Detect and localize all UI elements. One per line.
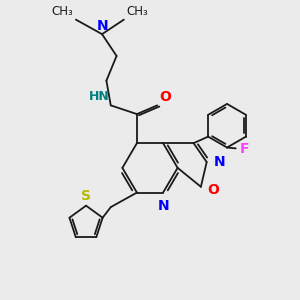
Text: CH₃: CH₃ — [127, 5, 148, 18]
Text: N: N — [158, 199, 170, 213]
Text: CH₃: CH₃ — [51, 5, 73, 18]
Text: N: N — [97, 19, 108, 33]
Text: O: O — [207, 183, 219, 197]
Text: N: N — [214, 155, 226, 169]
Text: O: O — [160, 90, 172, 104]
Text: F: F — [240, 142, 250, 156]
Text: S: S — [81, 189, 91, 203]
Text: HN: HN — [88, 90, 109, 103]
